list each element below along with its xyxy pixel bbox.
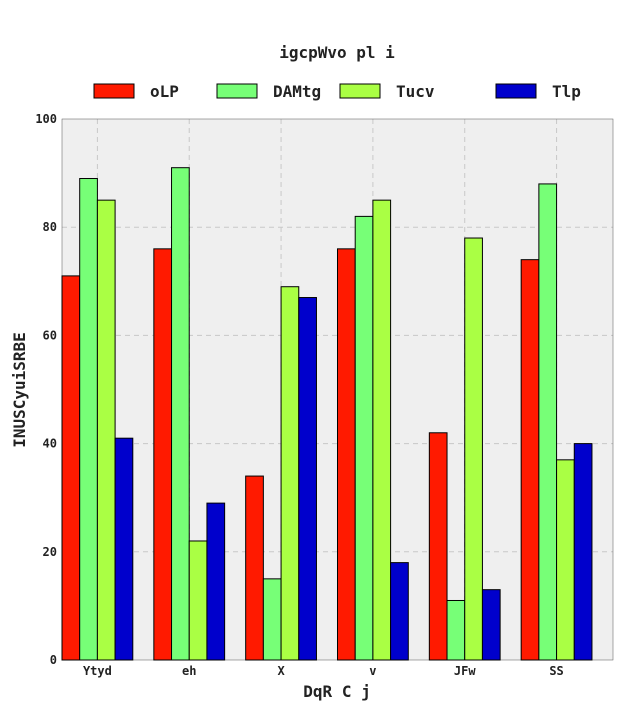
y-tick-label: 60 bbox=[43, 328, 57, 342]
legend-label-DAMtg: DAMtg bbox=[273, 82, 321, 101]
bar-Tlp-SS bbox=[573, 443, 593, 661]
bar-DAMtg-v bbox=[354, 215, 374, 661]
x-tick-label: eh bbox=[182, 664, 196, 678]
bar-Tlp-JFw bbox=[481, 589, 501, 661]
bar-Tlp-Ytyd bbox=[114, 437, 134, 661]
x-tick-label: JFw bbox=[454, 664, 476, 678]
y-tick-label: 80 bbox=[43, 220, 57, 234]
x-tick-label: Ytyd bbox=[83, 664, 112, 678]
x-tick-label: v bbox=[369, 664, 376, 678]
legend-label-oLP: oLP bbox=[150, 82, 179, 101]
x-axis-label: DqR C j bbox=[303, 682, 370, 701]
y-tick-label: 20 bbox=[43, 545, 57, 559]
legend-label-Tucv: Tucv bbox=[396, 82, 435, 101]
bar-Tucv-SS bbox=[556, 459, 575, 661]
bar-oLP-Ytyd bbox=[61, 275, 81, 661]
bar-DAMtg-X bbox=[262, 578, 282, 661]
bars-group bbox=[61, 167, 593, 661]
bar-Tucv-v bbox=[372, 199, 392, 661]
legend-label-Tlp: Tlp bbox=[552, 82, 581, 101]
bar-Tucv-Ytyd bbox=[96, 199, 116, 661]
y-tick-label: 0 bbox=[50, 653, 57, 667]
y-axis-ticks: 0 20 40 60 80 100 bbox=[35, 112, 57, 667]
bar-DAMtg-SS bbox=[538, 183, 558, 661]
bar-Tlp-eh bbox=[206, 502, 226, 661]
x-tick-label: X bbox=[277, 664, 285, 678]
legend-swatch-oLP bbox=[93, 83, 135, 99]
legend: oLP DAMtg Tucv Tlp bbox=[93, 82, 581, 101]
bar-Tlp-X bbox=[298, 297, 317, 661]
bar-DAMtg-JFw bbox=[446, 599, 466, 661]
y-tick-label: 100 bbox=[35, 112, 57, 126]
y-tick-label: 40 bbox=[43, 437, 57, 451]
bar-DAMtg-Ytyd bbox=[79, 178, 98, 661]
x-tick-label: SS bbox=[549, 664, 563, 678]
bar-Tucv-X bbox=[280, 286, 300, 661]
bar-oLP-X bbox=[245, 475, 264, 661]
bar-oLP-SS bbox=[520, 259, 540, 661]
bar-oLP-eh bbox=[153, 248, 173, 661]
bar-oLP-v bbox=[337, 248, 356, 661]
y-axis-label: INUSCyuiSRBE bbox=[10, 332, 29, 448]
legend-swatch-DAMtg bbox=[216, 83, 258, 99]
bar-oLP-JFw bbox=[428, 432, 448, 661]
bar-Tucv-eh bbox=[188, 540, 208, 661]
legend-swatch-Tucv bbox=[339, 83, 381, 99]
bar-Tlp-v bbox=[390, 562, 409, 661]
chart-title: igcpWvo pl i bbox=[279, 43, 395, 62]
legend-swatch-Tlp bbox=[495, 83, 537, 99]
bar-Tucv-JFw bbox=[464, 237, 483, 661]
bar-DAMtg-eh bbox=[171, 167, 190, 661]
